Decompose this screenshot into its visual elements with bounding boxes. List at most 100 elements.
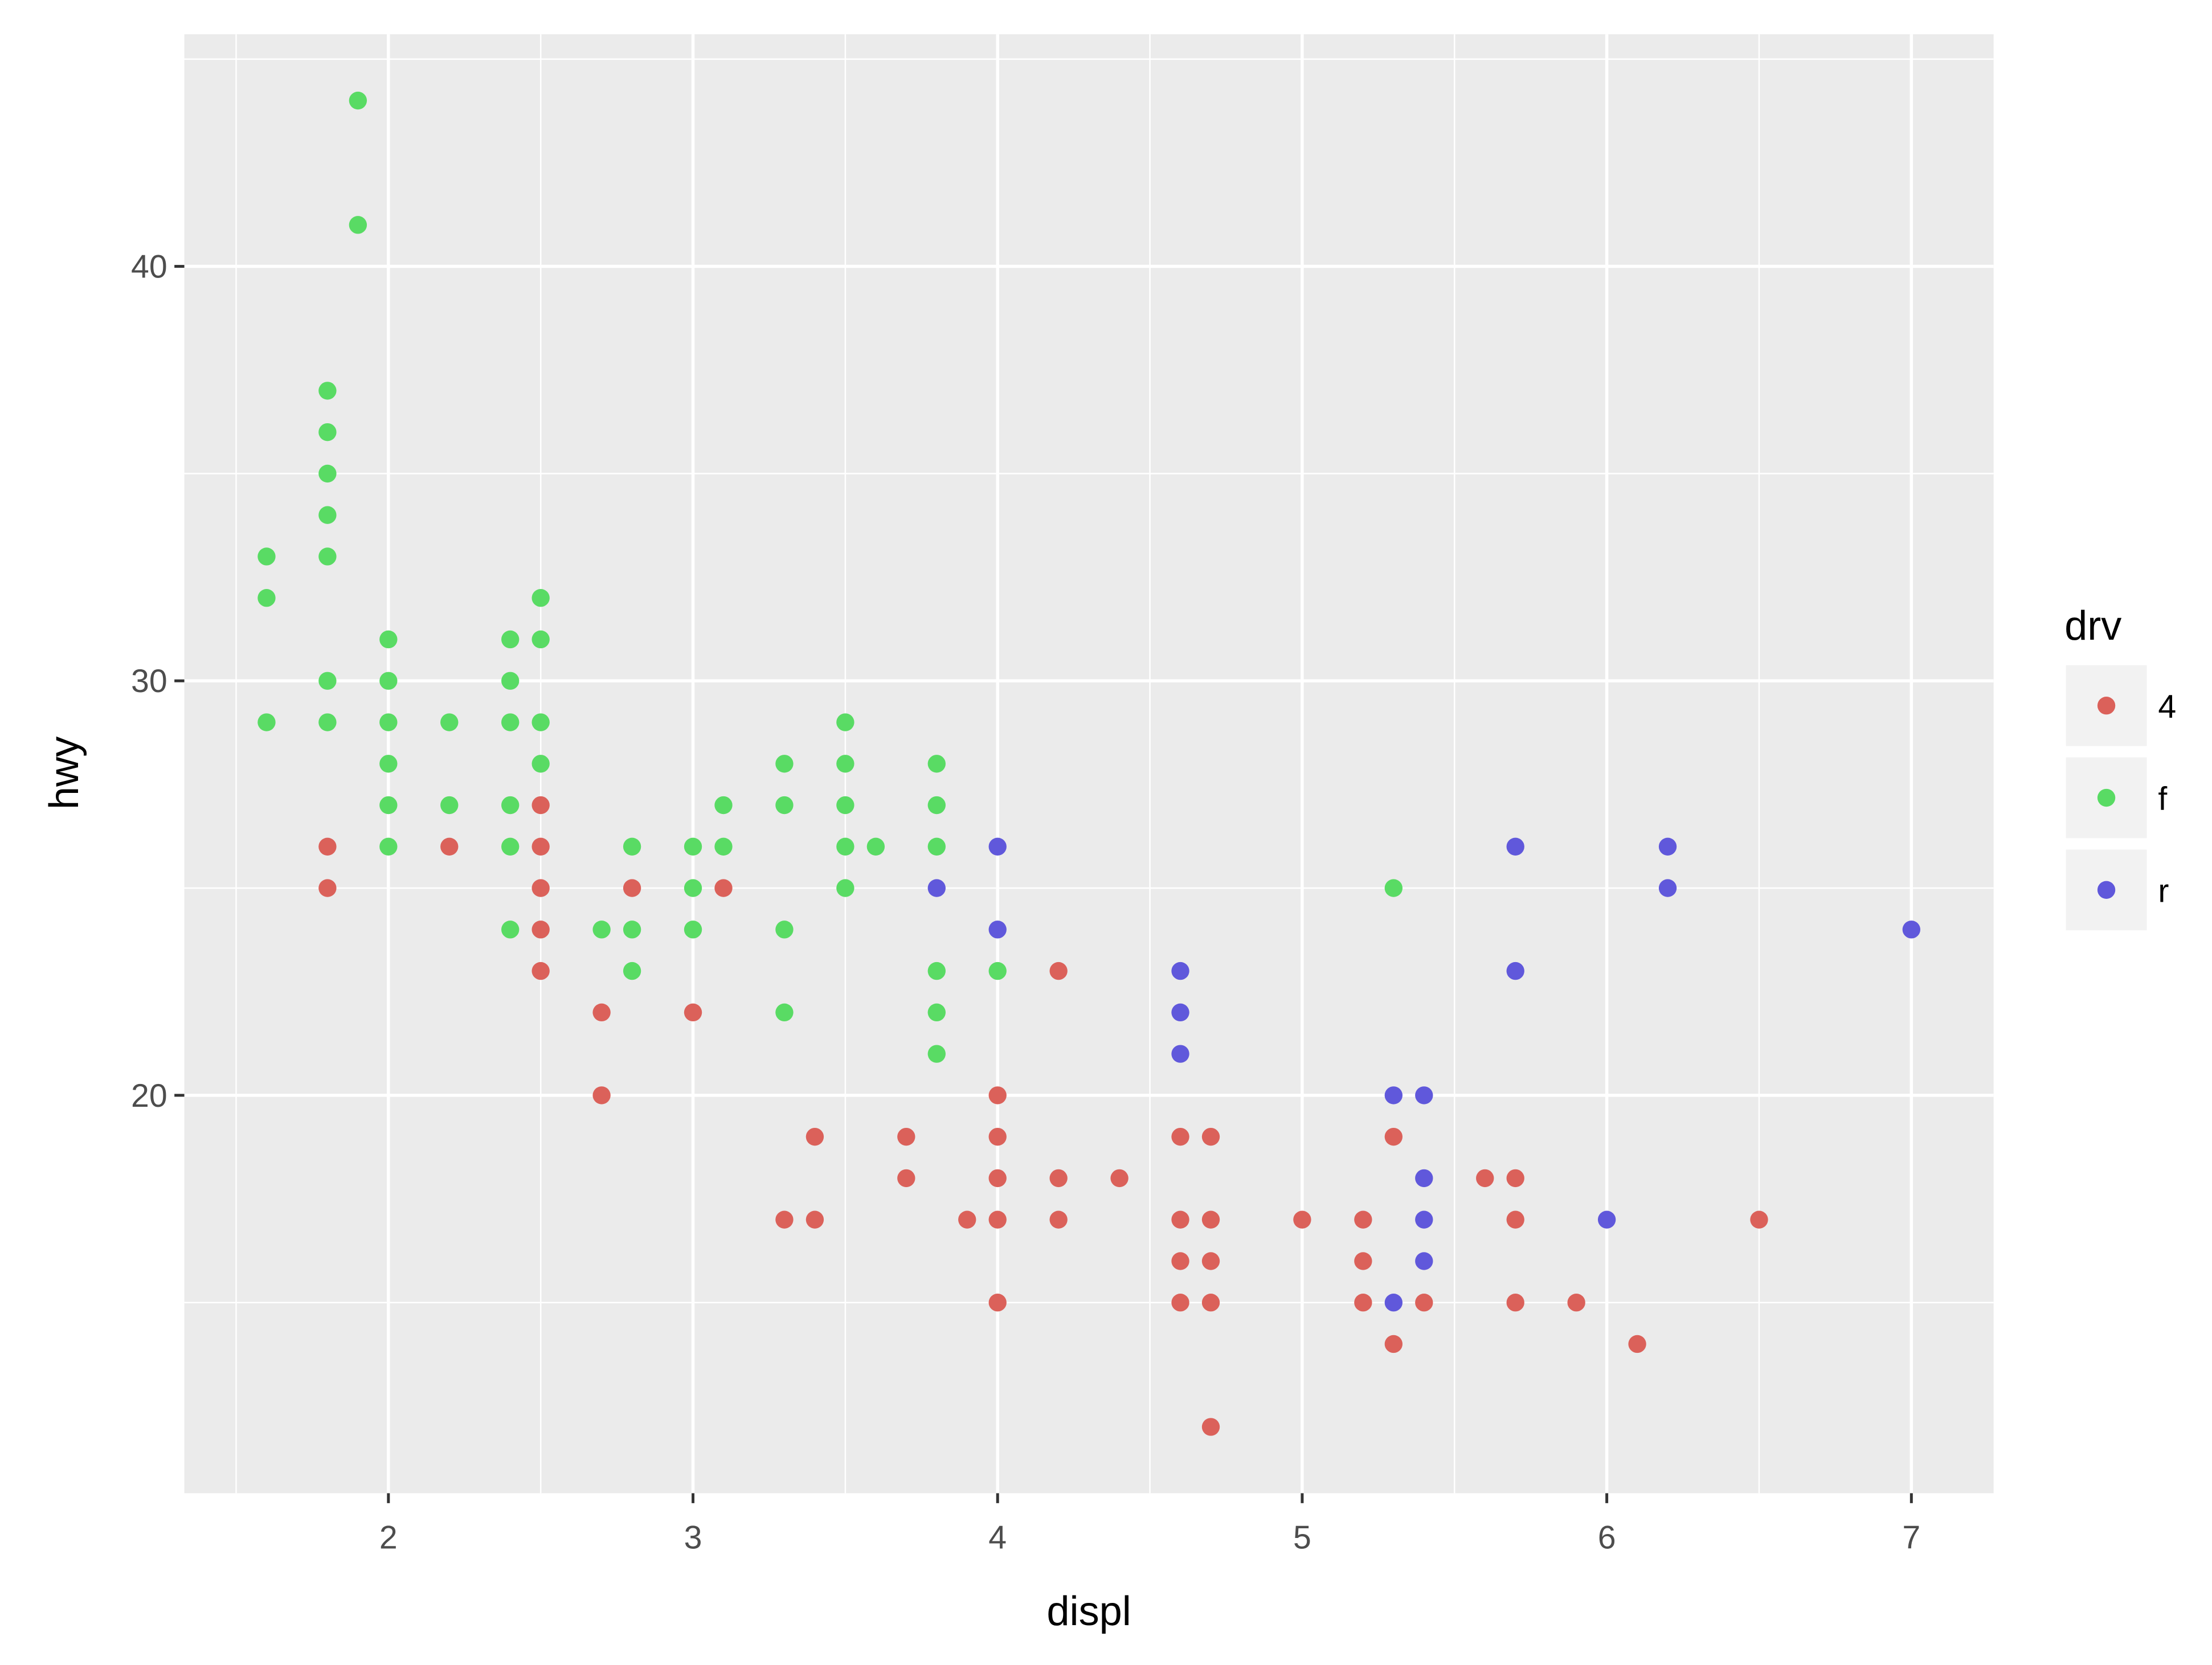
- data-point-drv-f: [714, 796, 733, 815]
- x-tick-label: 5: [1293, 1519, 1311, 1556]
- data-point-drv-f: [318, 382, 337, 400]
- data-point-drv-4: [1110, 1169, 1129, 1188]
- data-point-drv-f: [866, 837, 885, 856]
- data-point-drv-f: [501, 796, 520, 815]
- data-point-drv-4: [531, 796, 550, 815]
- data-point-drv-r: [1597, 1210, 1616, 1229]
- data-point-drv-f: [501, 921, 520, 939]
- data-point-drv-f: [501, 837, 520, 856]
- data-point-drv-f: [349, 91, 367, 110]
- data-point-drv-4: [1171, 1252, 1189, 1270]
- data-point-drv-4: [1384, 1127, 1403, 1146]
- x-tick-label: 2: [379, 1519, 398, 1556]
- legend-label: r: [2158, 873, 2169, 909]
- data-point-drv-r: [1415, 1086, 1433, 1104]
- x-axis: 2 3 4 5 6 7: [379, 1493, 1920, 1556]
- legend-key-r: [2097, 881, 2116, 899]
- data-point-drv-4: [592, 1003, 611, 1022]
- data-point-drv-f: [623, 921, 641, 939]
- data-point-drv-4: [1506, 1169, 1524, 1188]
- data-point-drv-f: [927, 1045, 946, 1063]
- data-point-drv-4: [318, 837, 337, 856]
- data-point-drv-r: [1171, 962, 1189, 980]
- data-point-drv-f: [379, 672, 398, 690]
- data-point-drv-4: [1354, 1252, 1372, 1270]
- data-point-drv-4: [1628, 1335, 1646, 1353]
- data-point-drv-f: [379, 837, 398, 856]
- data-point-drv-4: [1049, 1169, 1068, 1188]
- data-point-drv-4: [988, 1169, 1007, 1188]
- data-point-drv-f: [440, 713, 459, 731]
- data-point-drv-r: [1384, 1294, 1403, 1312]
- data-point-drv-f: [623, 837, 641, 856]
- data-point-drv-f: [836, 713, 854, 731]
- minor-gridlines: [184, 34, 1994, 1494]
- data-point-drv-4: [1201, 1418, 1220, 1436]
- data-point-drv-f: [927, 962, 946, 980]
- data-point-drv-4: [988, 1210, 1007, 1229]
- x-tick-label: 7: [1902, 1519, 1920, 1556]
- data-point-drv-4: [1201, 1127, 1220, 1146]
- data-point-drv-f: [1384, 879, 1403, 897]
- data-point-drv-4: [684, 1003, 702, 1022]
- data-point-drv-f: [684, 837, 702, 856]
- data-point-drv-f: [318, 713, 337, 731]
- data-point-drv-4: [1415, 1294, 1433, 1312]
- data-point-drv-4: [988, 1127, 1007, 1146]
- data-point-drv-4: [1506, 1294, 1524, 1312]
- data-point-drv-4: [1506, 1210, 1524, 1229]
- data-point-drv-4: [897, 1127, 915, 1146]
- y-axis: 20 30 40: [131, 249, 185, 1114]
- data-point-drv-f: [318, 547, 337, 566]
- legend-title: drv: [2064, 603, 2121, 649]
- data-point-drv-4: [592, 1086, 611, 1104]
- data-point-drv-f: [927, 796, 946, 815]
- data-point-drv-4: [531, 879, 550, 897]
- x-tick-label: 6: [1598, 1519, 1616, 1556]
- data-point-drv-4: [958, 1210, 976, 1229]
- data-point-drv-f: [379, 630, 398, 649]
- legend-label: f: [2158, 781, 2167, 817]
- y-tick-label: 30: [131, 663, 167, 699]
- plot-panel: [184, 34, 1994, 1494]
- data-point-drv-f: [379, 796, 398, 815]
- data-point-drv-4: [1049, 962, 1068, 980]
- data-points: [257, 91, 1920, 1436]
- data-point-drv-f: [684, 921, 702, 939]
- data-point-drv-4: [531, 921, 550, 939]
- data-point-drv-f: [318, 506, 337, 524]
- data-point-drv-4: [1201, 1210, 1220, 1229]
- data-point-drv-4: [1171, 1294, 1189, 1312]
- data-point-drv-r: [1171, 1045, 1189, 1063]
- data-point-drv-r: [1658, 879, 1677, 897]
- data-point-drv-f: [775, 921, 794, 939]
- data-point-drv-f: [257, 547, 276, 566]
- data-point-drv-f: [927, 837, 946, 856]
- data-point-drv-4: [623, 879, 641, 897]
- data-point-drv-f: [836, 837, 854, 856]
- data-point-drv-f: [501, 713, 520, 731]
- data-point-drv-4: [1750, 1210, 1768, 1229]
- legend-label: 4: [2158, 689, 2176, 725]
- data-point-drv-f: [440, 796, 459, 815]
- legend: drv 4 f r: [2064, 603, 2176, 931]
- data-point-drv-f: [318, 672, 337, 690]
- data-point-drv-f: [531, 755, 550, 773]
- data-point-drv-4: [1171, 1127, 1189, 1146]
- data-point-drv-4: [318, 879, 337, 897]
- data-point-drv-f: [836, 796, 854, 815]
- data-point-drv-4: [1354, 1210, 1372, 1229]
- data-point-drv-4: [775, 1210, 794, 1229]
- data-point-drv-4: [531, 837, 550, 856]
- legend-key-4: [2097, 697, 2116, 715]
- data-point-drv-r: [1506, 837, 1524, 856]
- data-point-drv-r: [1415, 1210, 1433, 1229]
- data-point-drv-f: [836, 879, 854, 897]
- data-point-drv-4: [1567, 1294, 1585, 1312]
- data-point-drv-f: [836, 755, 854, 773]
- data-point-drv-4: [1201, 1294, 1220, 1312]
- data-point-drv-4: [1384, 1335, 1403, 1353]
- data-point-drv-r: [988, 921, 1007, 939]
- data-point-drv-f: [501, 630, 520, 649]
